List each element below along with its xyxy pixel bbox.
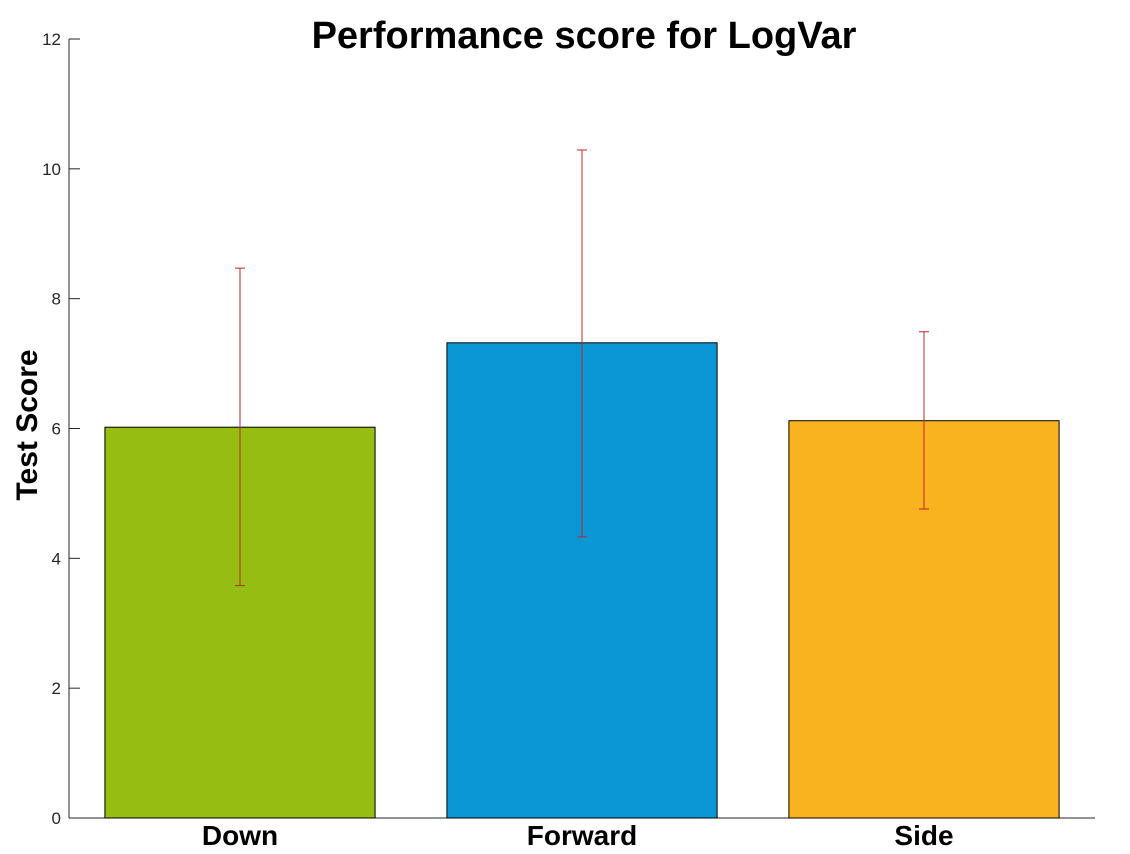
y-axis-label: Test Score: [11, 349, 44, 500]
x-tick-label: Forward: [527, 820, 637, 851]
x-tick-label: Side: [894, 820, 953, 851]
y-tick-label: 6: [52, 420, 61, 439]
y-tick-label: 12: [42, 30, 61, 49]
plot-area: 0 2 4 6 8 10 12 Down Forward Side: [42, 30, 1095, 851]
y-tick-label: 10: [42, 160, 61, 179]
y-tick-label: 8: [52, 290, 61, 309]
y-tick-label: 4: [52, 549, 61, 568]
x-tick-label: Down: [202, 820, 278, 851]
y-tick-label: 0: [52, 809, 61, 828]
chart-title: Performance score for LogVar: [312, 15, 857, 57]
y-tick-label: 2: [52, 679, 61, 698]
